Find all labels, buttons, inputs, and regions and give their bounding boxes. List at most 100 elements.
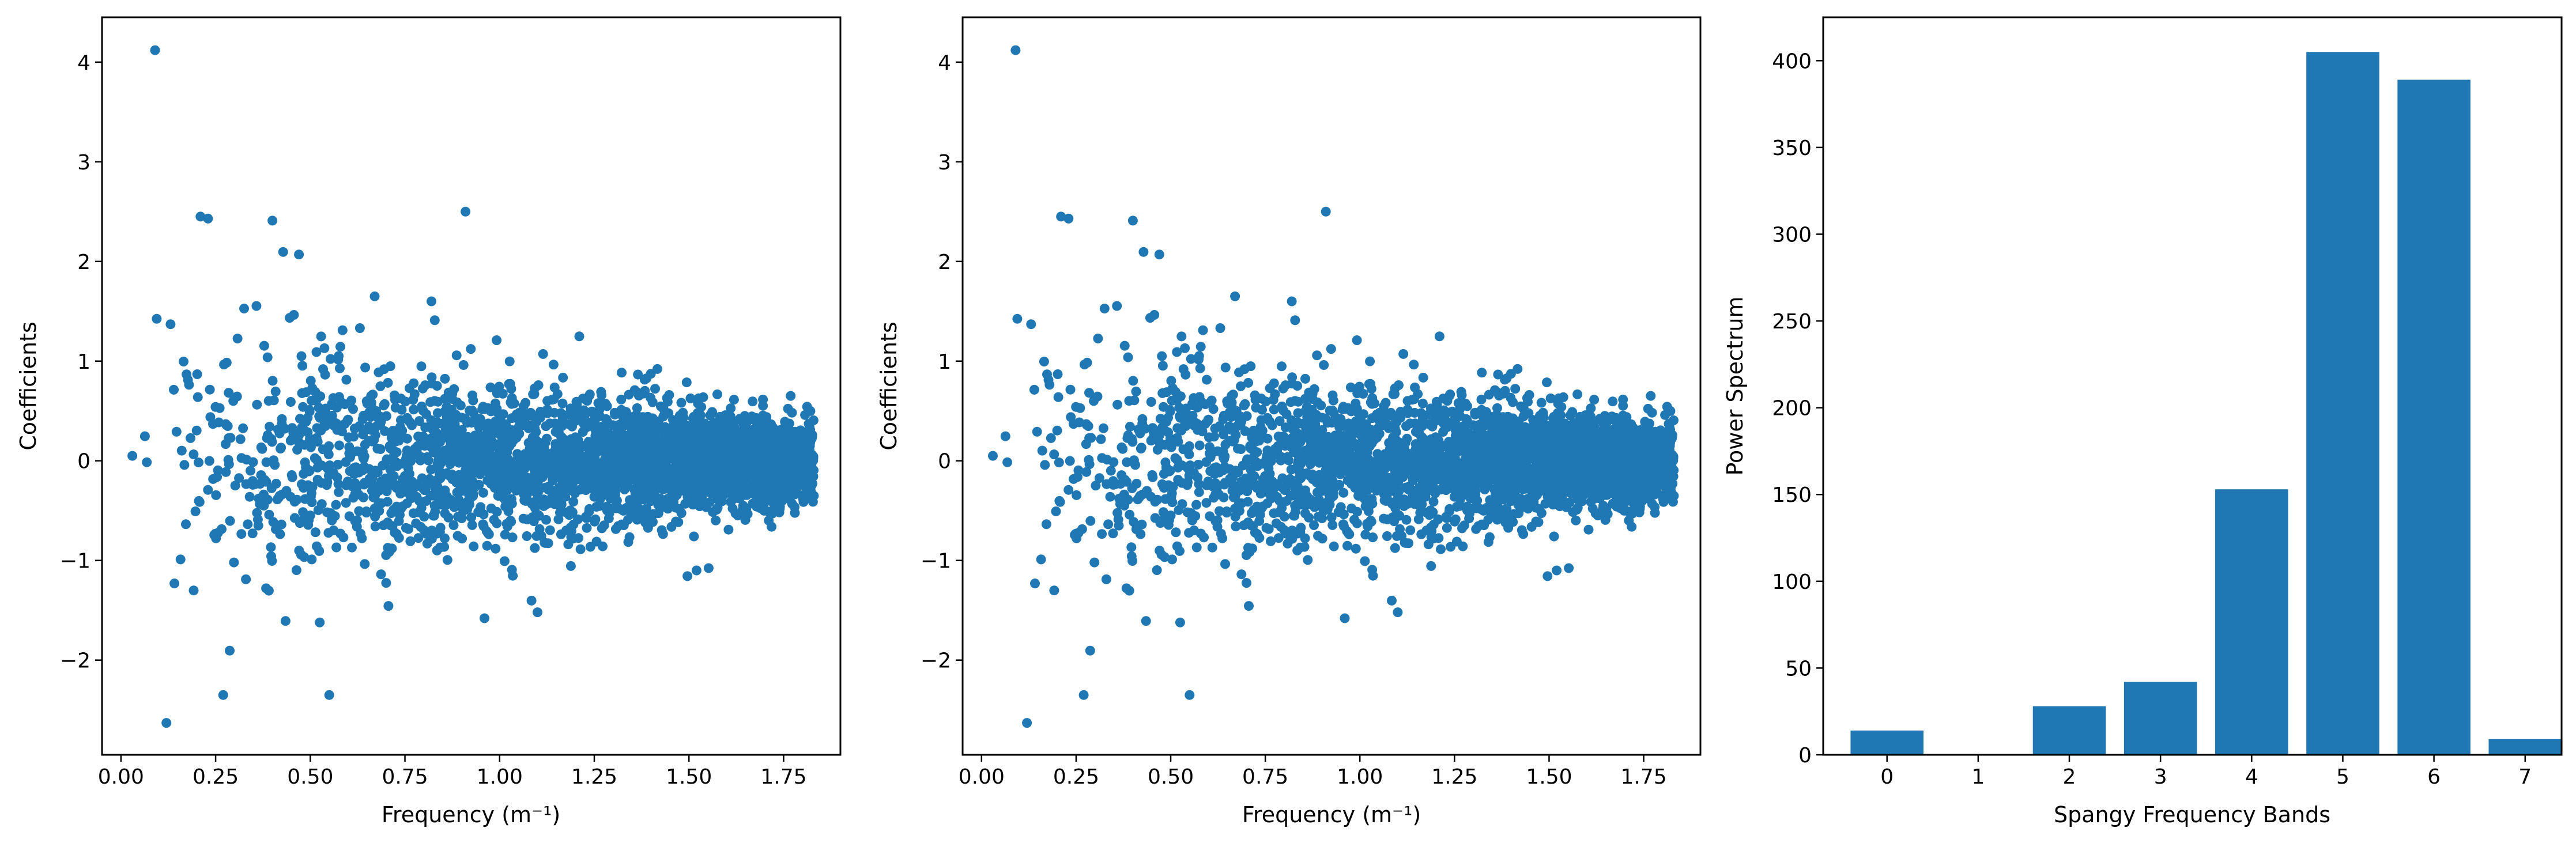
- scatter-point: [571, 457, 581, 467]
- scatter-point: [397, 404, 407, 415]
- scatter-point: [432, 381, 442, 391]
- scatter-point: [687, 440, 697, 450]
- scatter-point: [380, 426, 390, 436]
- scatter-point: [1194, 354, 1204, 365]
- scatter-point: [711, 515, 721, 525]
- scatter-point: [1327, 390, 1338, 400]
- scatter-point: [610, 486, 620, 497]
- scatter-point: [462, 418, 472, 428]
- scatter-point: [542, 404, 552, 415]
- scatter-point: [648, 509, 659, 519]
- scatter-point: [1526, 521, 1537, 532]
- scatter-point: [624, 390, 634, 400]
- scatter-point: [492, 388, 502, 399]
- scatter-point: [529, 389, 540, 399]
- scatter-point: [1072, 533, 1082, 543]
- scatter-point: [681, 377, 692, 388]
- scatter-point: [244, 491, 255, 502]
- scatter-point: [316, 331, 326, 342]
- scatter-point: [1287, 372, 1298, 383]
- scatter-point: [208, 419, 218, 429]
- scatter-point: [430, 490, 440, 500]
- scatter-point: [796, 436, 806, 446]
- scatter-point: [435, 527, 445, 537]
- scatter-point: [405, 536, 416, 546]
- scatter-point: [346, 395, 356, 406]
- scatter-point: [267, 376, 278, 386]
- scatter-point: [541, 515, 551, 525]
- scatter-point: [1085, 516, 1096, 526]
- scatter-point: [1224, 464, 1235, 474]
- scatter-point: [1549, 531, 1559, 542]
- scatter-point: [320, 369, 330, 380]
- scatter-point: [359, 451, 369, 462]
- scatter-point: [710, 468, 721, 478]
- scatter-point: [350, 516, 360, 526]
- scatter-point: [616, 472, 626, 483]
- scatter-point: [617, 368, 627, 378]
- scatter-point: [593, 447, 604, 457]
- scatter-point: [1002, 457, 1013, 467]
- scatter-point: [590, 514, 601, 524]
- scatter-point: [190, 506, 201, 516]
- scatter-point: [188, 449, 199, 460]
- scatter-point: [1404, 538, 1413, 549]
- scatter-point: [169, 384, 179, 395]
- scatter-point: [1114, 520, 1124, 531]
- scatter-point: [1073, 465, 1084, 475]
- scatter-point: [421, 496, 432, 506]
- scatter-point: [552, 389, 563, 399]
- scatter-point: [705, 410, 715, 421]
- scatter-point: [203, 213, 213, 224]
- scatter-point: [521, 398, 531, 408]
- scatter-point: [247, 476, 258, 486]
- scatter-point: [1266, 536, 1276, 546]
- scatter-point: [1127, 483, 1137, 493]
- scatter-point: [639, 375, 650, 385]
- scatter-point: [694, 447, 704, 457]
- y-axis-label-left: Coefficients: [16, 322, 41, 451]
- scatter-point: [533, 607, 542, 618]
- scatter-point: [752, 430, 763, 440]
- scatter-point: [277, 418, 287, 429]
- scatter-point: [378, 460, 388, 471]
- scatter-point: [333, 354, 344, 365]
- scatter-point: [274, 491, 285, 501]
- scatter-point: [341, 375, 352, 385]
- scatter-point: [696, 493, 707, 504]
- scatter-point: [295, 428, 306, 437]
- scatter-point: [507, 565, 517, 575]
- scatter-point: [375, 381, 386, 391]
- scatter-point: [270, 387, 281, 396]
- scatter-point: [1269, 378, 1279, 388]
- scatter-point: [451, 424, 462, 434]
- scatter-point: [349, 469, 359, 479]
- scatter-point: [179, 460, 190, 470]
- scatter-point: [705, 483, 715, 493]
- scatter-point: [307, 383, 318, 394]
- scatter-point: [684, 463, 694, 473]
- scatter-point: [667, 466, 677, 476]
- scatter-point: [594, 436, 605, 446]
- scatter-point: [1124, 396, 1134, 406]
- scatter-point: [230, 481, 240, 491]
- scatter-point: [458, 360, 469, 370]
- scatter-point: [361, 396, 372, 406]
- scatter-point: [331, 542, 342, 553]
- scatter-point: [557, 413, 568, 423]
- scatter-point: [357, 414, 368, 425]
- scatter-point: [1360, 530, 1371, 540]
- scatter-point: [390, 479, 400, 490]
- scatter-point: [806, 486, 816, 497]
- scatter-point: [229, 557, 239, 568]
- scatter-point: [703, 563, 714, 573]
- scatter-point: [400, 396, 410, 407]
- scatter-point: [401, 523, 411, 533]
- scatter-point: [403, 474, 413, 483]
- scatter-point: [788, 487, 798, 497]
- scatter-points-left: [127, 45, 819, 728]
- scatter-point: [1122, 433, 1133, 443]
- scatter-point: [305, 511, 315, 521]
- scatter-point: [372, 444, 383, 454]
- scatter-point: [565, 561, 576, 571]
